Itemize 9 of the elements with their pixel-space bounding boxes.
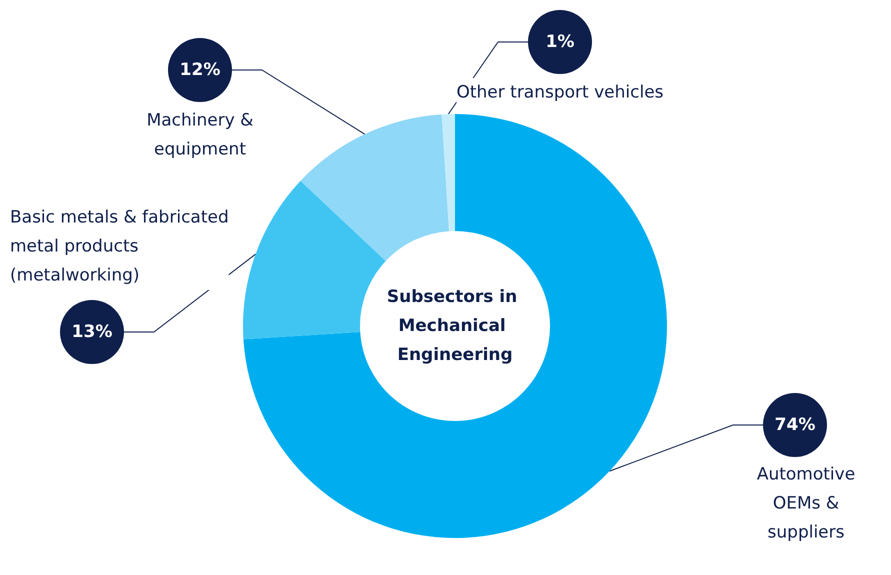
slice-label: Machinery & equipment <box>146 110 254 160</box>
data-label: 74% <box>774 415 816 435</box>
slice-label: Basic metals & fabricated metal products (metalworking) <box>10 208 229 286</box>
data-label: 12% <box>180 60 220 80</box>
data-label: 13% <box>72 322 112 342</box>
slice-label: Automotive OEMs & suppliers <box>756 464 856 542</box>
slice-label: Other transport vehicles <box>456 82 664 102</box>
text: Subsectors in Mechanical Engineering <box>386 287 524 365</box>
data-label: 1% <box>546 32 574 52</box>
